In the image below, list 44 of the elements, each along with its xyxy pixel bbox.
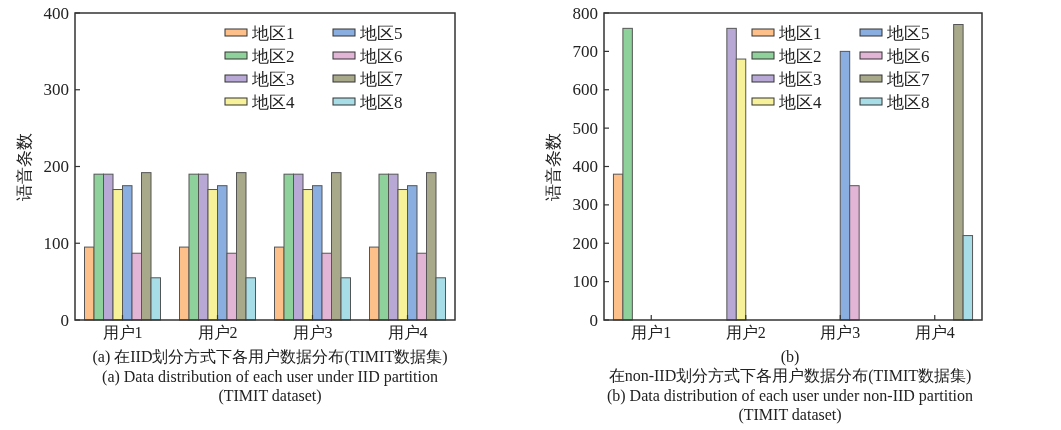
legend-label: 地区3 (251, 69, 295, 89)
x-tick-label: 用户2 (725, 324, 766, 341)
y-tick-label: 600 (572, 80, 598, 100)
legend-label: 地区4 (778, 92, 822, 112)
legend-label: 地区2 (251, 46, 295, 66)
legend-label: 地区5 (886, 23, 930, 43)
y-tick-label: 100 (43, 233, 69, 253)
x-tick-label: 用户2 (197, 324, 238, 341)
legend-label: 地区6 (359, 46, 403, 66)
x-tick-label: 用户3 (292, 324, 333, 341)
y-axis-title: 语音条数 (15, 132, 34, 201)
y-tick-label: 200 (572, 233, 598, 253)
legend-label: 地区5 (359, 23, 403, 43)
y-tick-label: 0 (60, 310, 69, 330)
y-tick-label: 200 (43, 157, 69, 176)
y-tick-label: 300 (43, 80, 69, 100)
y-tick-label: 500 (572, 118, 598, 138)
legend-label: 地区8 (886, 92, 930, 112)
legend-label: 地区6 (886, 46, 930, 66)
legend-label: 地区1 (778, 23, 822, 43)
legend-label: 地区1 (251, 23, 295, 43)
y-axis-title: 语音条数 (544, 132, 563, 201)
y-tick-label: 400 (572, 157, 598, 176)
text: (a) Data distribution of each user under IID partition (TIMIT dataset) (102, 368, 438, 405)
legend-label: 地区8 (359, 92, 403, 112)
y-tick-label: 700 (572, 41, 598, 61)
x-tick-label: 用户1 (631, 324, 672, 341)
legend-label: 地区7 (886, 69, 930, 89)
legend-label: 地区7 (359, 69, 403, 89)
legend-label: 地区4 (251, 92, 295, 112)
text: (a) 在IID划分方式下各用户数据分布(TIMIT数据集) (92, 348, 448, 366)
y-tick-label: 100 (572, 272, 598, 292)
text: (b) Data distribution of each user under non-IID partition (TIMIT dataset) (606, 387, 974, 424)
y-tick-label: 400 (43, 3, 69, 23)
x-tick-label: 用户3 (820, 324, 861, 341)
x-tick-label: 用户4 (914, 324, 955, 341)
y-tick-label: 800 (572, 3, 598, 23)
y-tick-label: 0 (589, 310, 598, 330)
x-tick-label: 用户1 (102, 324, 143, 341)
legend-label: 地区3 (778, 69, 822, 89)
y-tick-label: 300 (572, 195, 598, 215)
legend-label: 地区2 (778, 46, 822, 66)
x-tick-label: 用户4 (387, 324, 428, 341)
text: (b) 在non-IID划分方式下各用户数据分布(TIMIT数据集) (608, 348, 972, 385)
